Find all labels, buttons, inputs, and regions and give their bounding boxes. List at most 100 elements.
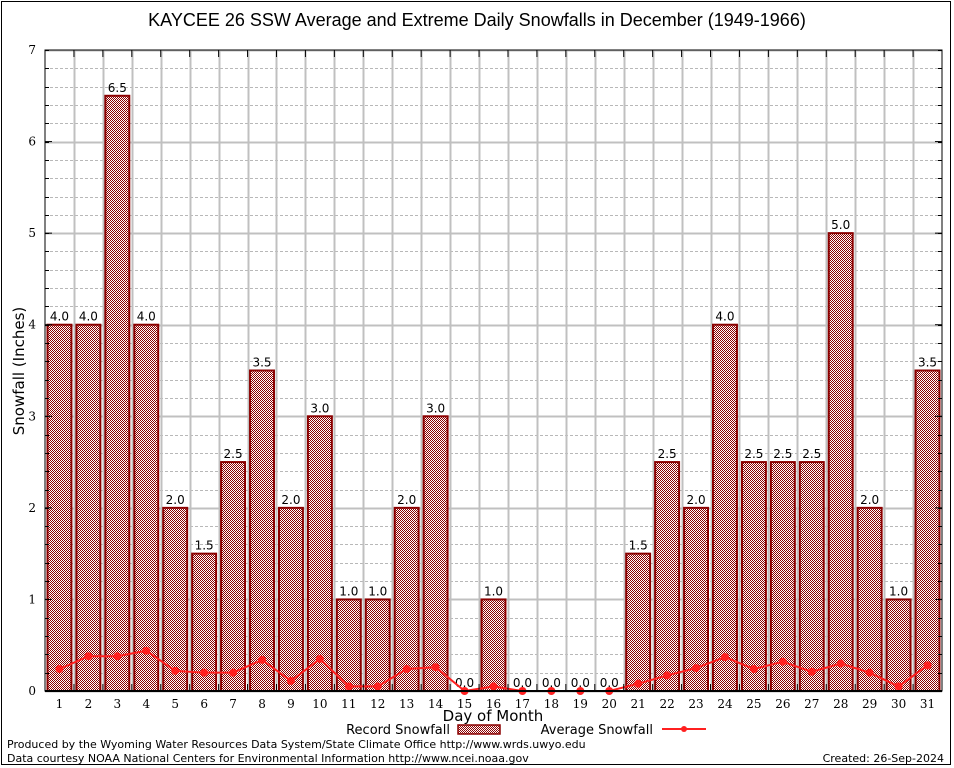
bar-value-label: 4.0 [50,310,69,324]
average-point [836,659,845,668]
x-tick-label: 16 [486,697,501,711]
bar-value-label: 4.0 [715,310,734,324]
bar-value-label: 2.0 [860,493,879,507]
average-point [229,668,238,677]
x-tick-label: 29 [862,697,877,711]
x-tick-label: 6 [200,697,208,711]
y-tick-label: 1 [28,592,36,606]
bar-labels: 4.0 4.0 6.5 4.0 2.0 1.5 2.5 3.5 2.0 3.0 1.0 1.0 2.0 3… [50,81,937,690]
bars [46,94,941,693]
bar-value-label: 4.0 [79,310,98,324]
average-point [749,665,758,674]
bar-value-label: 1.0 [368,584,387,598]
y-axis-label: Snowfall (Inches) [10,307,28,435]
x-tick-label: 15 [457,697,472,711]
footer-data-courtesy: Data courtesy NOAA National Centers for … [7,752,529,765]
bar-value-label: 2.5 [658,447,677,461]
x-tick-label: 14 [428,697,444,711]
legend-record-swatch [457,724,501,735]
average-point [286,676,295,685]
x-tick-label: 20 [602,697,617,711]
record-bar [885,598,912,693]
bar-value-label: 1.5 [629,539,648,553]
legend-average-label: Average Snowfall [541,723,653,738]
legend: Record Snowfall Average Snowfall [346,723,706,738]
x-tick-label: 21 [631,697,646,711]
average-point [113,652,122,661]
average-point [778,657,787,666]
record-bar [827,232,854,692]
bar-value-label: 3.5 [252,356,271,370]
x-tick-label: 5 [171,697,179,711]
record-bar [277,506,304,692]
bar-value-label: 2.5 [773,447,792,461]
x-tick-label: 27 [804,697,819,711]
x-tick-label: 26 [775,697,790,711]
x-tick-label: 17 [515,697,530,711]
x-tick-label: 8 [258,697,266,711]
bar-value-label: 3.0 [426,401,445,415]
average-point [489,682,498,691]
bar-value-label: 2.0 [687,493,706,507]
x-tick-label: 1 [56,697,64,711]
average-point [142,646,151,655]
record-bar [364,598,391,693]
average-point [373,682,382,691]
bar-value-label: 2.0 [281,493,300,507]
x-tick-label: 12 [370,697,385,711]
average-point [258,655,267,664]
y-tick-label: 5 [28,226,36,240]
x-tick-label: 13 [399,697,414,711]
average-point [865,668,874,677]
average-point [663,671,672,680]
record-bar [104,94,131,693]
x-tick-label: 19 [573,697,588,711]
bar-value-label: 0.0 [571,676,590,690]
average-point [200,668,209,677]
average-point [807,667,816,676]
record-bar [306,415,333,692]
y-tick-label: 4 [28,318,36,332]
average-point [720,653,729,662]
record-bar [75,323,102,692]
record-bar [249,369,275,692]
bar-value-label: 3.5 [918,356,937,370]
record-bar [740,461,767,693]
x-tick-label: 7 [229,697,237,711]
average-point [894,682,903,691]
bar-value-label: 1.5 [195,539,214,553]
footer-produced-by: Produced by the Wyoming Water Resources … [7,738,586,751]
bar-value-label: 2.0 [166,493,185,507]
x-tick-label: 2 [85,697,93,711]
average-point [84,652,93,661]
average-point [315,654,324,663]
x-tick-label: 31 [920,697,935,711]
x-tick-label: 3 [114,697,122,711]
record-bar [683,506,710,692]
bar-value-label: 2.5 [744,447,763,461]
record-bar [220,461,247,693]
average-point [55,665,64,674]
average-point [692,664,701,673]
average-point [344,682,353,691]
y-tick-label: 7 [28,43,36,57]
average-point [171,666,180,675]
record-bar [654,461,681,693]
legend-record-label: Record Snowfall [346,723,450,738]
x-tick-label: 9 [287,697,295,711]
record-bar [856,506,883,692]
bar-value-label: 1.0 [339,584,358,598]
y-tick-label: 6 [28,135,36,149]
average-point [402,665,411,674]
bar-value-label: 2.5 [224,447,243,461]
legend-average-marker [681,726,687,732]
record-bar [769,461,796,693]
y-tick-label: 0 [28,684,36,698]
bar-value-label: 3.0 [310,401,329,415]
x-tick-label: 22 [659,697,674,711]
x-tick-label: 23 [688,697,703,711]
bar-value-label: 1.0 [484,584,503,598]
bar-value-label: 1.0 [889,584,908,598]
